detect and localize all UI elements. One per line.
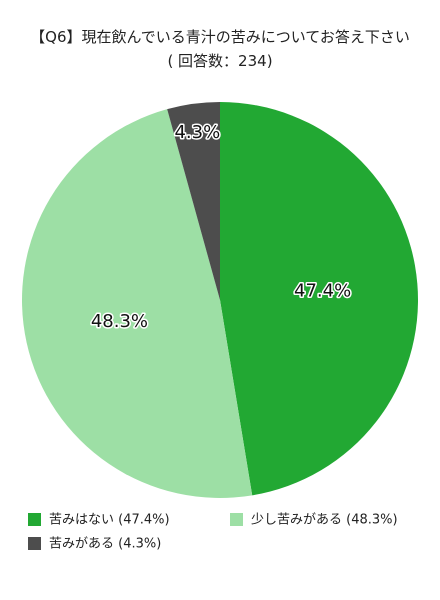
legend-swatch (28, 537, 41, 550)
legend-label: 苦みはない (47.4%) (49, 512, 170, 528)
legend-label: 苦みがある (4.3%) (49, 536, 161, 552)
value-label: 47.4% (294, 281, 351, 302)
pie-slice (220, 102, 419, 496)
chart-subtitle: ( 回答数：234) (167, 52, 272, 70)
chart-title: 【Q6】現在飲んでいる青汁の苦みについてお答え下さい (30, 28, 410, 46)
legend-label: 少し苦みがある (48.3%) (251, 512, 398, 528)
value-label: 48.3% (91, 311, 148, 332)
legend-swatch (230, 513, 243, 526)
pie-slice (167, 102, 220, 300)
value-label: 4.3% (174, 122, 220, 143)
legend-swatch (28, 513, 41, 526)
pie-slice (21, 109, 253, 499)
